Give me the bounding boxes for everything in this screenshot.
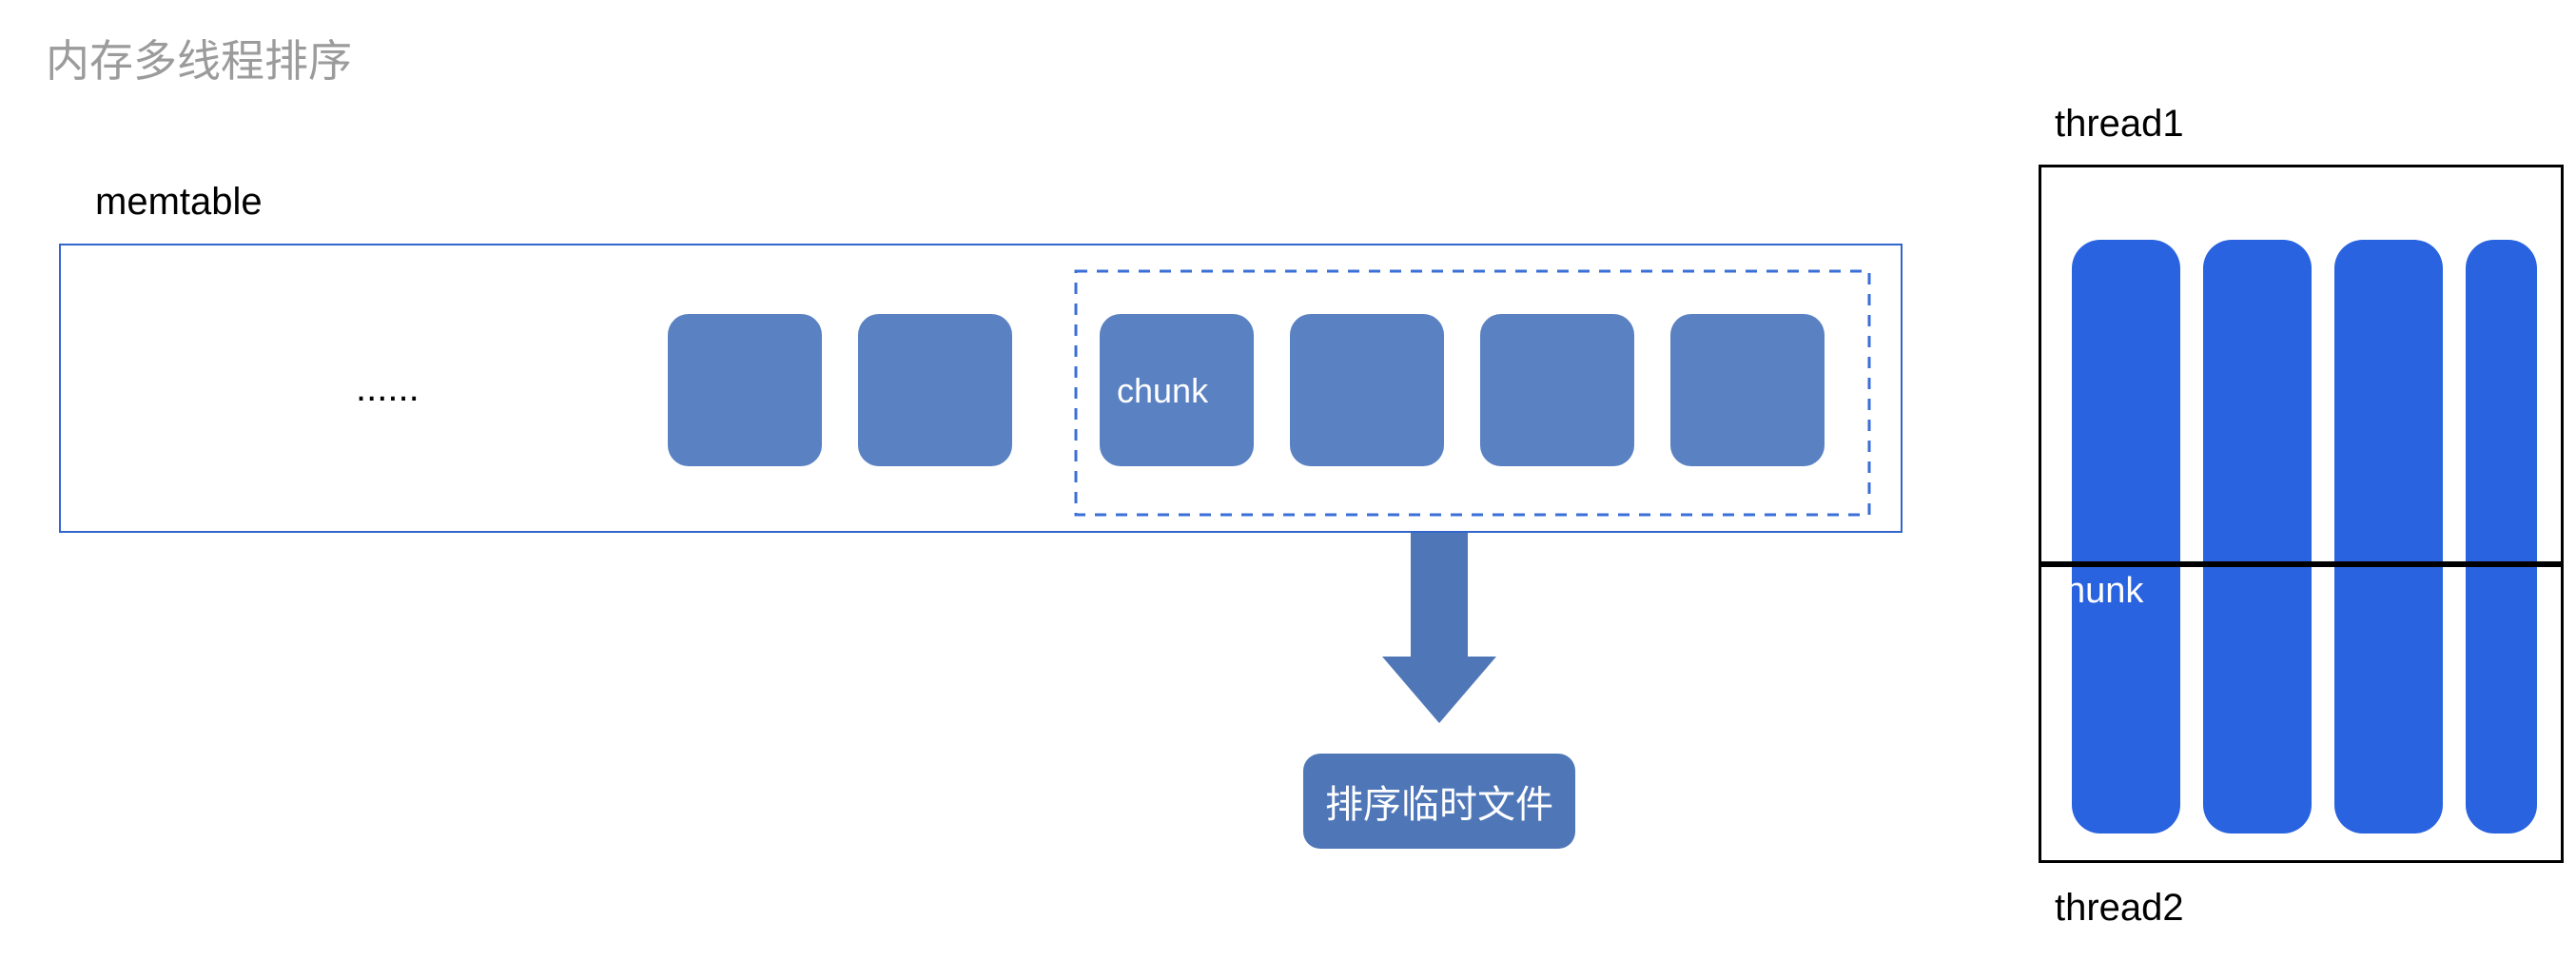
sort-temp-file-label: 排序临时文件 (1325, 774, 1553, 829)
diagram-title: 内存多线程排序 (46, 27, 352, 89)
chunk-box-labeled: chunk (1100, 314, 1254, 466)
sort-temp-file-box: 排序临时文件 (1303, 754, 1575, 849)
thread1-label: thread1 (2055, 103, 2184, 146)
chunk-box (1670, 314, 1825, 466)
chunk-box (858, 314, 1012, 466)
tall-chunk-label: chunk (2047, 571, 2143, 612)
chunk-box (1480, 314, 1634, 466)
memtable-label: memtable (95, 181, 263, 224)
thread1-box (2039, 165, 2564, 564)
chunk-box (1290, 314, 1444, 466)
chunk-box (668, 314, 822, 466)
thread2-label: thread2 (2055, 887, 2184, 930)
chunk-label: chunk (1117, 371, 1208, 411)
ellipsis-text: ...... (356, 367, 420, 410)
